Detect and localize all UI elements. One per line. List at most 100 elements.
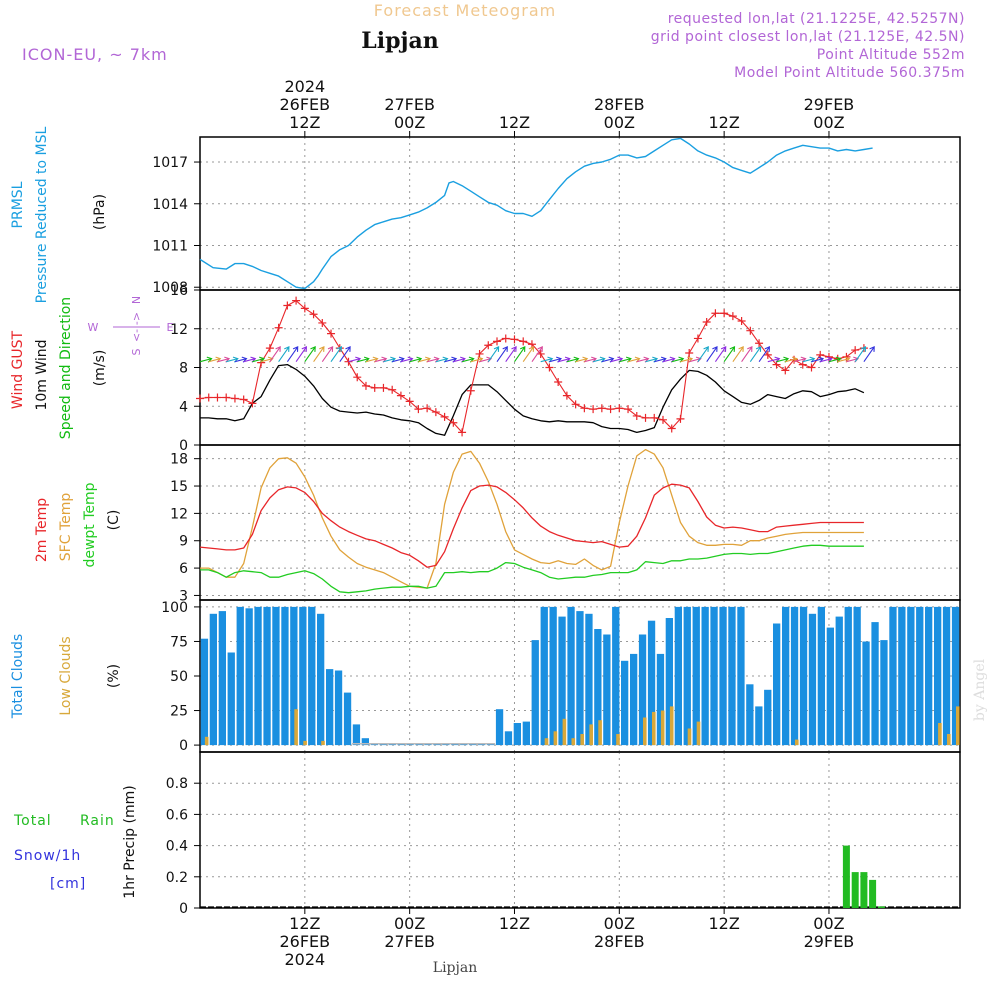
gust-marker xyxy=(353,373,362,382)
dewpt-label: dewpt Temp xyxy=(82,482,98,567)
clouds-unit-label: (%) xyxy=(106,664,122,688)
gust-marker xyxy=(562,391,571,400)
total-cloud-bar xyxy=(907,606,915,746)
low-cloud-bar xyxy=(294,709,298,746)
low-cloud-bar xyxy=(204,736,209,746)
gust-marker xyxy=(370,383,379,392)
gust-marker xyxy=(755,339,764,348)
bottom-time-label: 12Z xyxy=(708,914,739,933)
wind-direction-arrow xyxy=(487,346,500,363)
top-date-label: 28FEB xyxy=(594,95,645,114)
gust-marker xyxy=(702,317,711,326)
gust-marker xyxy=(248,399,257,408)
low-cloud-bar xyxy=(562,718,567,746)
gust-marker xyxy=(807,363,816,372)
wind-direction-arrow xyxy=(278,346,290,363)
wind-unit-label: (m/s) xyxy=(92,350,108,387)
y-tick-label: 1008 xyxy=(152,280,188,296)
gust-marker xyxy=(213,393,222,402)
gust-marker xyxy=(222,393,231,402)
gust-marker xyxy=(527,340,536,349)
total-cloud-bar xyxy=(263,606,271,746)
top-date-label: 29FEB xyxy=(804,95,855,114)
prmsl-desc-label: Pressure Reduced to MSL xyxy=(34,126,50,303)
compass-n-label: N xyxy=(130,296,143,304)
top-time-label: 00Z xyxy=(604,113,635,132)
precip-panel: 0 0.2 0.4 0.6 0.8 xyxy=(166,751,961,917)
gust-marker xyxy=(676,414,685,423)
total-cloud-bar xyxy=(531,640,539,746)
total-cloud-bar xyxy=(638,634,647,745)
total-cloud-bar xyxy=(853,606,861,746)
wind-direction-arrow xyxy=(505,346,517,363)
rain-bar xyxy=(869,879,877,908)
top-time-label: 12Z xyxy=(708,113,739,132)
pressure-panel: 1008 1011 1014 1017 xyxy=(152,136,961,296)
bottom-date-label: 29FEB xyxy=(804,932,855,951)
bottom-date-label: 28FEB xyxy=(594,932,645,951)
grid-point-coords: grid point closest lon,lat (21.125E, 42.… xyxy=(651,29,965,45)
requested-coords: requested lon,lat (21.1225E, 42.5257N) xyxy=(668,11,965,27)
total-cloud-bar xyxy=(299,606,307,746)
gust-marker xyxy=(475,349,484,358)
low-cloud-bar xyxy=(643,717,647,746)
gust-marker xyxy=(196,394,204,403)
low-cloud-bar xyxy=(571,738,576,746)
wind-direction-arrow xyxy=(732,346,744,363)
rain-bar xyxy=(860,872,868,908)
location-title: Lipjan xyxy=(361,28,438,54)
rain-bar xyxy=(842,845,850,908)
gust-marker xyxy=(589,405,598,414)
gust-marker xyxy=(545,363,554,372)
y-tick-label: 0 xyxy=(179,438,188,454)
gust-marker xyxy=(423,404,432,413)
total-cloud-bar xyxy=(683,606,691,746)
total-cloud-bar xyxy=(290,606,298,746)
total-cloud-bar xyxy=(603,634,611,745)
total-cloud-bar xyxy=(272,606,280,746)
total-cloud-bar xyxy=(916,606,924,746)
clouds-panel: 0 25 50 75 100 xyxy=(161,599,961,754)
tsfc-label: SFC Temp xyxy=(58,493,74,562)
gust-marker xyxy=(615,404,624,413)
low-cloud-bar xyxy=(938,723,942,746)
gust-marker xyxy=(720,309,729,318)
wind-direction-arrow xyxy=(514,346,526,363)
gust-marker xyxy=(361,381,370,390)
total-cloud-bar xyxy=(862,641,870,746)
y-tick-label: 1014 xyxy=(152,197,188,213)
total-cloud-bar xyxy=(612,606,620,746)
gust-marker xyxy=(763,350,772,359)
low-cloud-bar xyxy=(321,740,325,745)
dewpt-line xyxy=(200,544,864,594)
total-cloud-bar xyxy=(522,721,530,746)
total-cloud-bar xyxy=(764,689,772,746)
low-cloud-bar xyxy=(696,721,701,746)
total-cloud-bar xyxy=(227,652,235,746)
total-cloud-bar xyxy=(817,606,825,746)
gust-marker xyxy=(693,334,702,343)
gust-marker xyxy=(440,412,449,421)
gust-marker xyxy=(510,335,519,344)
t2m-label: 2m Temp xyxy=(34,498,50,562)
total-cloud-bar xyxy=(889,606,897,746)
total-cloud-bar xyxy=(254,606,262,746)
total-cloud-bar xyxy=(701,606,709,746)
wind-direction-arrow xyxy=(286,346,299,363)
panel-frame xyxy=(199,136,961,291)
gust-marker xyxy=(431,408,440,417)
low-cloud-bar xyxy=(947,734,951,746)
wind-direction-arrow xyxy=(531,346,543,363)
low-cloud-bar xyxy=(795,739,799,746)
total-cloud-bar xyxy=(200,638,209,746)
total-cloud-bar xyxy=(361,738,369,746)
y-tick-label: 1017 xyxy=(152,155,188,171)
total-cloud-bar xyxy=(942,606,951,746)
gust-marker xyxy=(851,346,860,355)
top-time-label: 12Z xyxy=(289,113,320,132)
wind-panel: 0 4 8 12 16 xyxy=(170,283,961,454)
total-cloud-bar xyxy=(236,606,244,746)
gust-marker xyxy=(711,309,720,318)
compass-w-label: W xyxy=(88,321,99,334)
gust-marker xyxy=(685,348,694,357)
